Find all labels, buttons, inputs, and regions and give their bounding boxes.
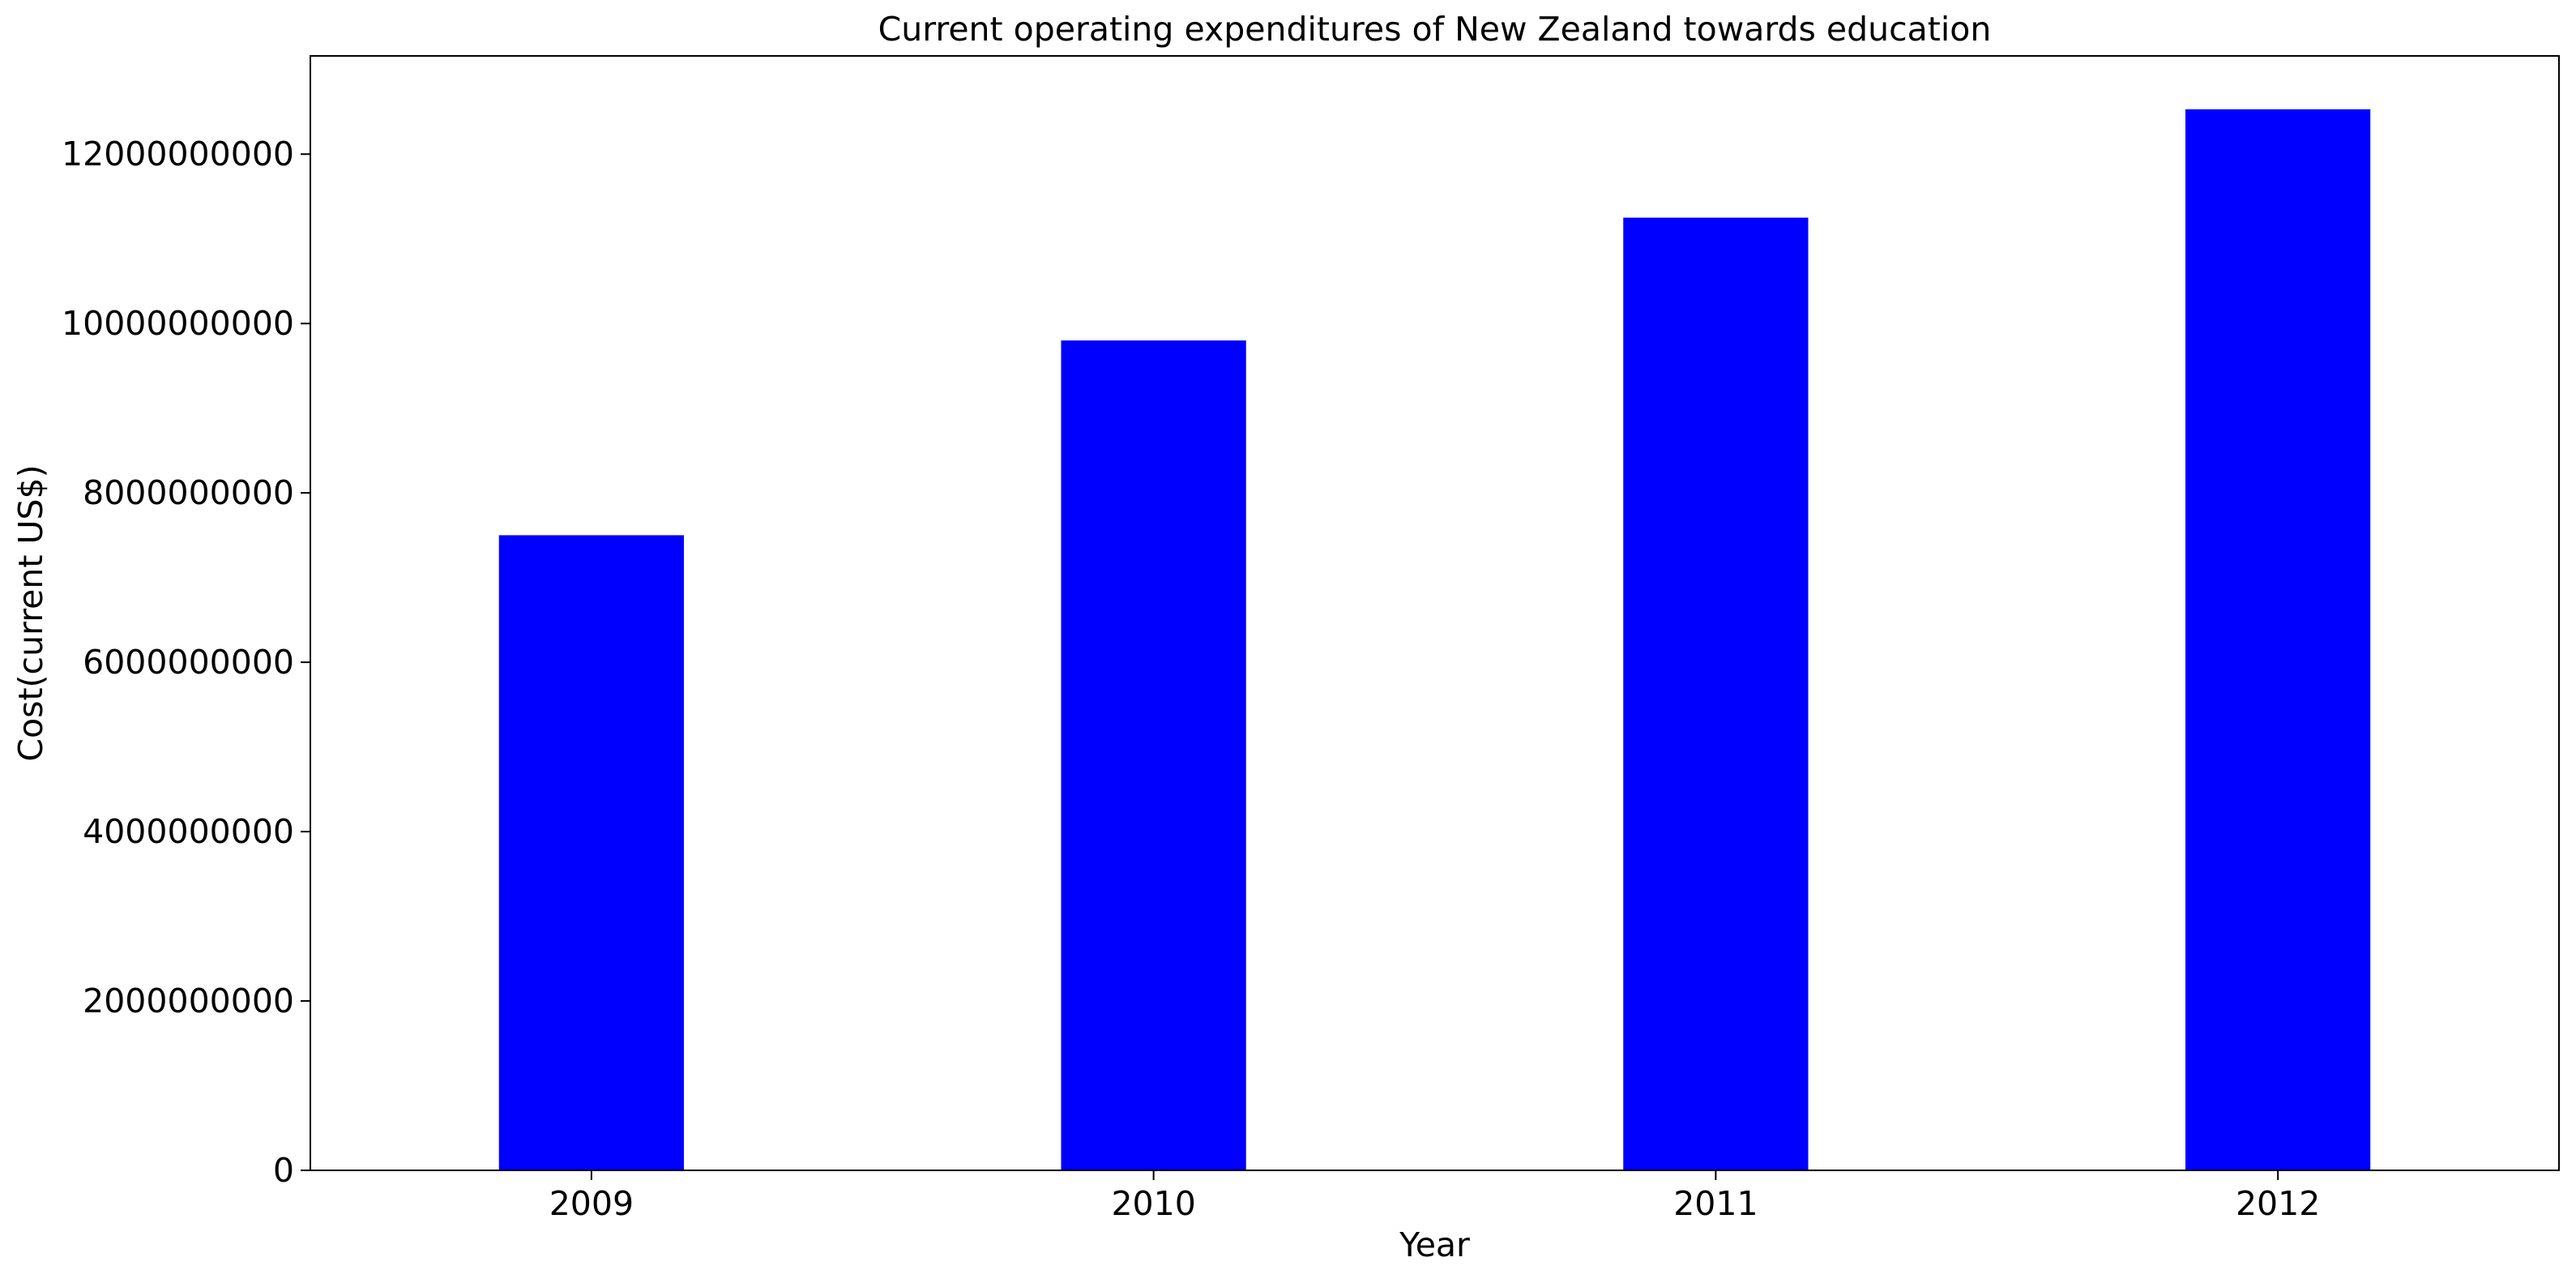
x-axis-label: Year bbox=[1399, 1225, 1470, 1264]
x-tick-label: 2012 bbox=[2236, 1184, 2320, 1223]
y-tick-label: 6000000000 bbox=[83, 643, 294, 682]
plot-frame bbox=[310, 55, 2560, 1171]
x-tick-label: 2011 bbox=[1673, 1184, 1758, 1223]
x-tick-label: 2009 bbox=[549, 1184, 634, 1223]
bar-2009 bbox=[498, 535, 684, 1170]
y-tick-label: 12000000000 bbox=[62, 135, 294, 173]
bar-2012 bbox=[2185, 109, 2371, 1170]
bars-group bbox=[498, 109, 2371, 1170]
bar-2011 bbox=[1623, 217, 1809, 1170]
x-tick-label: 2010 bbox=[1111, 1184, 1195, 1223]
chart-title: Current operating expenditures of New Ze… bbox=[878, 10, 1992, 49]
y-axis: 0 2000000000 4000000000 6000000000 800000000… bbox=[62, 135, 310, 1190]
y-tick-label: 4000000000 bbox=[83, 812, 294, 851]
y-axis-label: Cost(current US$) bbox=[11, 464, 50, 761]
x-axis: 2009 2010 2011 2012 bbox=[549, 1170, 2320, 1223]
y-tick-label: 10000000000 bbox=[62, 304, 294, 343]
y-tick-label: 2000000000 bbox=[83, 981, 294, 1020]
y-tick-label: 0 bbox=[273, 1151, 294, 1190]
y-tick-label: 8000000000 bbox=[83, 473, 294, 512]
bar-2010 bbox=[1061, 340, 1246, 1170]
